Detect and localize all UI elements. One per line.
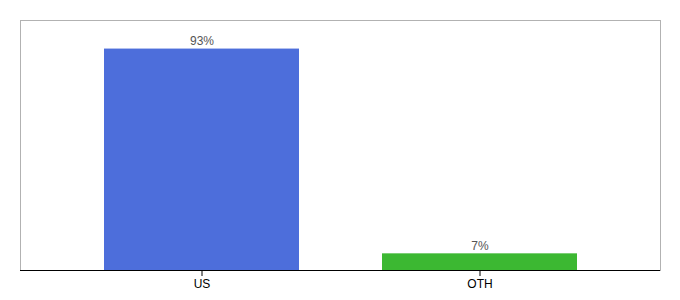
svg-text:OTH: OTH [467,277,492,291]
svg-text:93%: 93% [190,34,214,48]
svg-text:US: US [194,277,211,291]
svg-text:7%: 7% [471,239,489,253]
